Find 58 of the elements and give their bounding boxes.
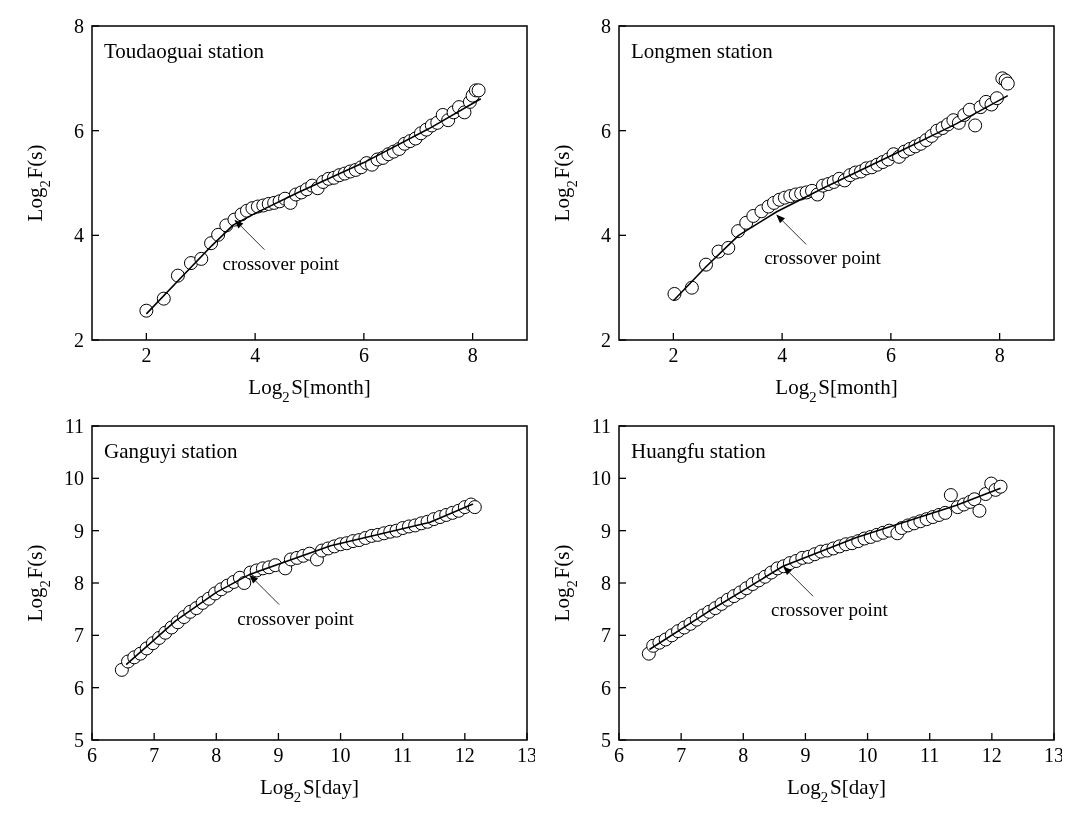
- y-tick-label: 6: [74, 676, 84, 699]
- y-tick-label: 4: [601, 224, 611, 247]
- y-tick-label: 6: [601, 119, 611, 142]
- y-tick-label: 6: [74, 119, 84, 142]
- y-tick-label: 4: [74, 224, 84, 247]
- y-tick-label: 7: [601, 624, 611, 647]
- text: Ganguyi station: [104, 439, 239, 463]
- text: Longmen station: [631, 39, 774, 63]
- x-axis-title: Log$_{2}$S[month]: [775, 375, 898, 405]
- annotation: crossover point: [237, 607, 355, 629]
- x-tick-label: 12: [981, 744, 1002, 766]
- x-tick-label: 8: [994, 344, 1005, 366]
- y-tick-label: 11: [591, 415, 611, 437]
- annotation: crossover point: [771, 599, 889, 621]
- y-tick-label: 5: [74, 729, 84, 751]
- x-axis-title: Log$_{2}$S[month]: [248, 375, 371, 405]
- x-axis-title: Log$_{2}$S[day]: [260, 775, 359, 805]
- x-tick-label: 7: [149, 744, 160, 766]
- y-tick-label: 11: [64, 415, 84, 437]
- y-tick-label: 8: [74, 572, 84, 594]
- x-tick-label: 8: [738, 744, 749, 766]
- y-tick-label: 9: [74, 519, 84, 542]
- x-axis-title: Log$_{2}$S[day]: [787, 775, 886, 805]
- y-tick-label: 5: [601, 729, 611, 751]
- x-tick-label: 7: [676, 744, 687, 766]
- x-tick-label: 10: [857, 744, 878, 766]
- x-tick-label: 11: [920, 744, 940, 766]
- text: Huangfu station: [631, 439, 767, 463]
- x-tick-label: 12: [454, 744, 475, 766]
- y-tick-label: 10: [591, 467, 611, 490]
- x-tick-label: 9: [800, 744, 811, 766]
- y-tick-label: 6: [601, 676, 611, 699]
- x-tick-label: 6: [358, 344, 369, 366]
- x-tick-label: 9: [273, 744, 284, 766]
- annotation: crossover point: [222, 252, 340, 274]
- y-tick-label: 10: [64, 467, 84, 490]
- x-tick-label: 6: [885, 344, 896, 366]
- x-tick-label: 4: [250, 344, 261, 366]
- point: [943, 488, 958, 503]
- x-tick-label: 8: [467, 344, 478, 366]
- y-tick-label: 8: [601, 572, 611, 594]
- point: [972, 503, 987, 518]
- x-tick-label: 2: [668, 344, 679, 366]
- annotation: crossover point: [764, 247, 882, 269]
- x-tick-label: 10: [330, 744, 351, 766]
- text: Toudaoguai station: [104, 39, 265, 63]
- y-tick-label: 9: [601, 519, 611, 542]
- x-tick-label: 4: [777, 344, 788, 366]
- x-tick-label: 11: [393, 744, 413, 766]
- point: [968, 118, 983, 133]
- y-tick-label: 2: [74, 329, 84, 351]
- x-tick-label: 8: [211, 744, 222, 766]
- y-tick-label: 7: [74, 624, 84, 647]
- point: [993, 479, 1008, 494]
- y-tick-label: 8: [601, 15, 611, 37]
- y-tick-label: 2: [601, 329, 611, 351]
- x-tick-label: 2: [141, 344, 152, 366]
- y-tick-label: 8: [74, 15, 84, 37]
